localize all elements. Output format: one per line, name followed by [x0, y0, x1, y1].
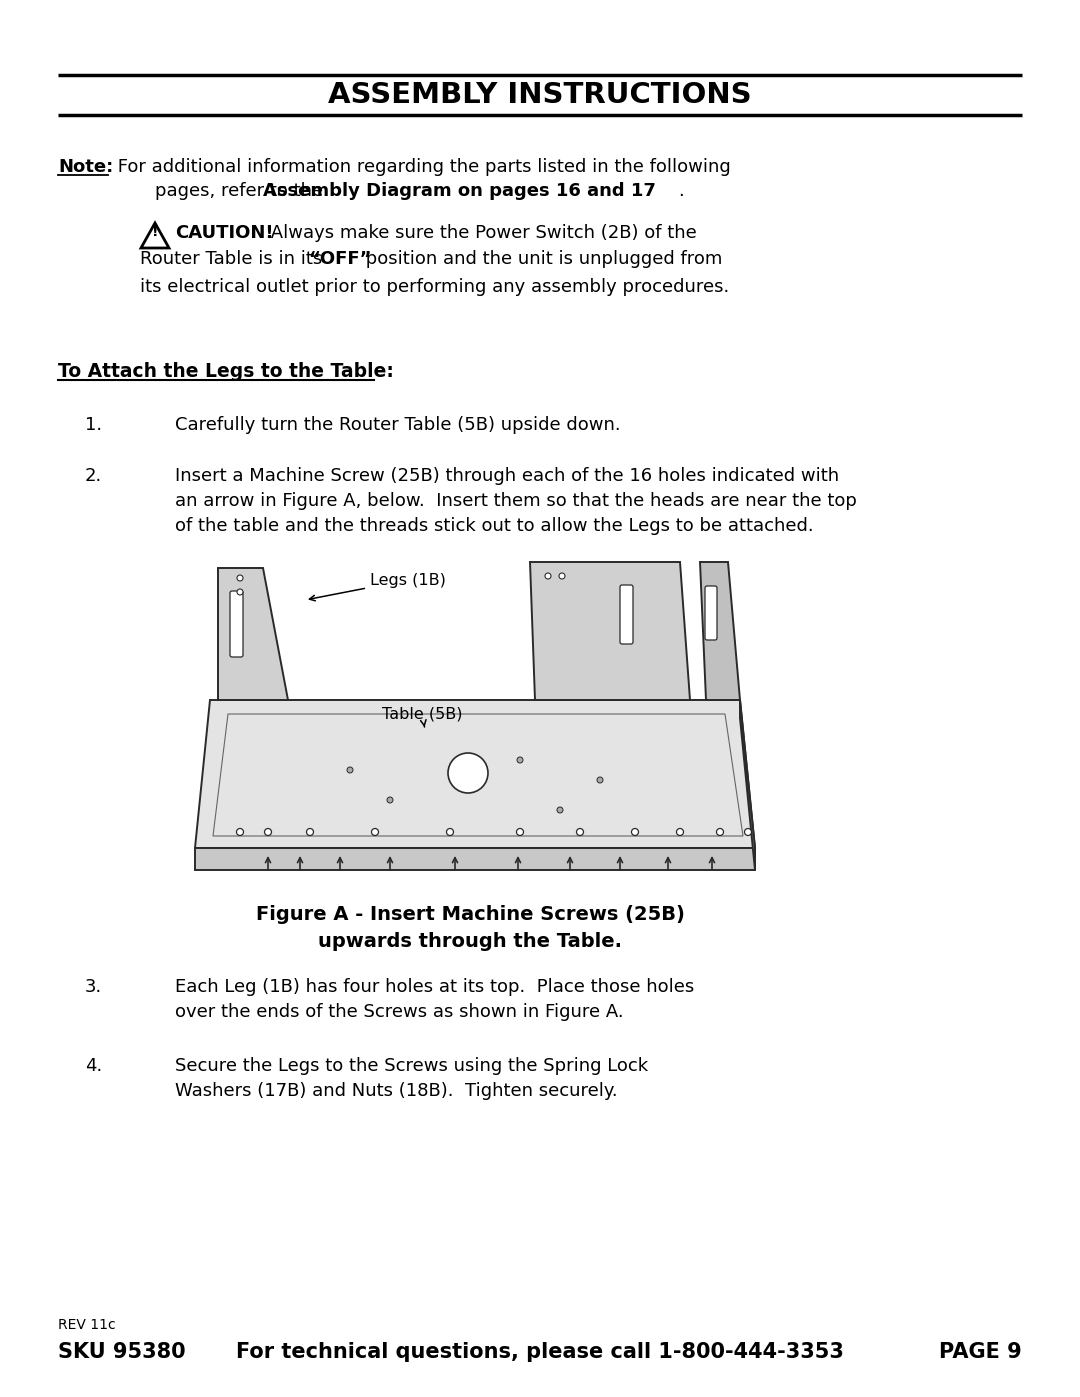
Text: REV 11c: REV 11c [58, 1317, 116, 1331]
Text: Secure the Legs to the Screws using the Spring Lock: Secure the Legs to the Screws using the … [175, 1058, 648, 1076]
Circle shape [577, 828, 583, 835]
Circle shape [265, 828, 271, 835]
Polygon shape [218, 569, 288, 700]
FancyBboxPatch shape [620, 585, 633, 644]
Text: 4.: 4. [85, 1058, 103, 1076]
Text: of the table and the threads stick out to allow the Legs to be attached.: of the table and the threads stick out t… [175, 517, 813, 535]
Text: Legs (1B): Legs (1B) [309, 573, 446, 601]
Circle shape [516, 828, 524, 835]
Text: upwards through the Table.: upwards through the Table. [318, 932, 622, 951]
Circle shape [716, 828, 724, 835]
Text: SKU 95380: SKU 95380 [58, 1343, 186, 1362]
Text: Table (5B): Table (5B) [382, 707, 462, 726]
Text: Carefully turn the Router Table (5B) upside down.: Carefully turn the Router Table (5B) ups… [175, 416, 621, 434]
Text: 2.: 2. [85, 467, 103, 485]
Text: !: ! [152, 225, 159, 239]
Circle shape [517, 757, 523, 763]
Circle shape [237, 828, 243, 835]
Circle shape [347, 767, 353, 773]
Text: Assembly Diagram on pages 16 and 17: Assembly Diagram on pages 16 and 17 [264, 182, 656, 200]
Text: CAUTION!: CAUTION! [175, 224, 273, 242]
Text: 3.: 3. [85, 978, 103, 996]
Text: Insert a Machine Screw (25B) through each of the 16 holes indicated with: Insert a Machine Screw (25B) through eac… [175, 467, 839, 485]
Circle shape [676, 828, 684, 835]
Text: position and the unit is unplugged from: position and the unit is unplugged from [360, 250, 723, 268]
Polygon shape [530, 562, 690, 700]
Text: its electrical outlet prior to performing any assembly procedures.: its electrical outlet prior to performin… [140, 278, 729, 296]
Circle shape [237, 590, 243, 595]
Text: Always make sure the Power Switch (2B) of the: Always make sure the Power Switch (2B) o… [265, 224, 697, 242]
Circle shape [372, 828, 378, 835]
Text: “OFF”: “OFF” [308, 250, 372, 268]
Circle shape [446, 828, 454, 835]
Circle shape [545, 573, 551, 578]
Circle shape [597, 777, 603, 782]
Text: 1.: 1. [85, 416, 103, 434]
Text: Each Leg (1B) has four holes at its top.  Place those holes: Each Leg (1B) has four holes at its top.… [175, 978, 694, 996]
Text: For technical questions, please call 1-800-444-3353: For technical questions, please call 1-8… [237, 1343, 843, 1362]
Text: ASSEMBLY INSTRUCTIONS: ASSEMBLY INSTRUCTIONS [328, 81, 752, 109]
Circle shape [237, 576, 243, 581]
Circle shape [557, 807, 563, 813]
Text: pages, refer to the: pages, refer to the [156, 182, 329, 200]
Text: over the ends of the Screws as shown in Figure A.: over the ends of the Screws as shown in … [175, 1003, 623, 1021]
Circle shape [744, 828, 752, 835]
Circle shape [559, 573, 565, 578]
Text: .: . [678, 182, 684, 200]
Text: PAGE 9: PAGE 9 [940, 1343, 1022, 1362]
Polygon shape [195, 848, 755, 870]
Text: Washers (17B) and Nuts (18B).  Tighten securely.: Washers (17B) and Nuts (18B). Tighten se… [175, 1083, 618, 1099]
Text: To Attach the Legs to the Table:: To Attach the Legs to the Table: [58, 362, 394, 381]
Circle shape [307, 828, 313, 835]
Polygon shape [700, 562, 740, 700]
Text: Figure A - Insert Machine Screws (25B): Figure A - Insert Machine Screws (25B) [256, 905, 685, 923]
Text: For additional information regarding the parts listed in the following: For additional information regarding the… [112, 158, 731, 176]
Text: Router Table is in its: Router Table is in its [140, 250, 328, 268]
Circle shape [387, 798, 393, 803]
Circle shape [448, 753, 488, 793]
FancyBboxPatch shape [230, 591, 243, 657]
Text: Note:: Note: [58, 158, 113, 176]
Text: an arrow in Figure A, below.  Insert them so that the heads are near the top: an arrow in Figure A, below. Insert them… [175, 492, 856, 510]
FancyBboxPatch shape [705, 585, 717, 640]
Polygon shape [195, 700, 755, 848]
Circle shape [632, 828, 638, 835]
Polygon shape [740, 700, 755, 870]
